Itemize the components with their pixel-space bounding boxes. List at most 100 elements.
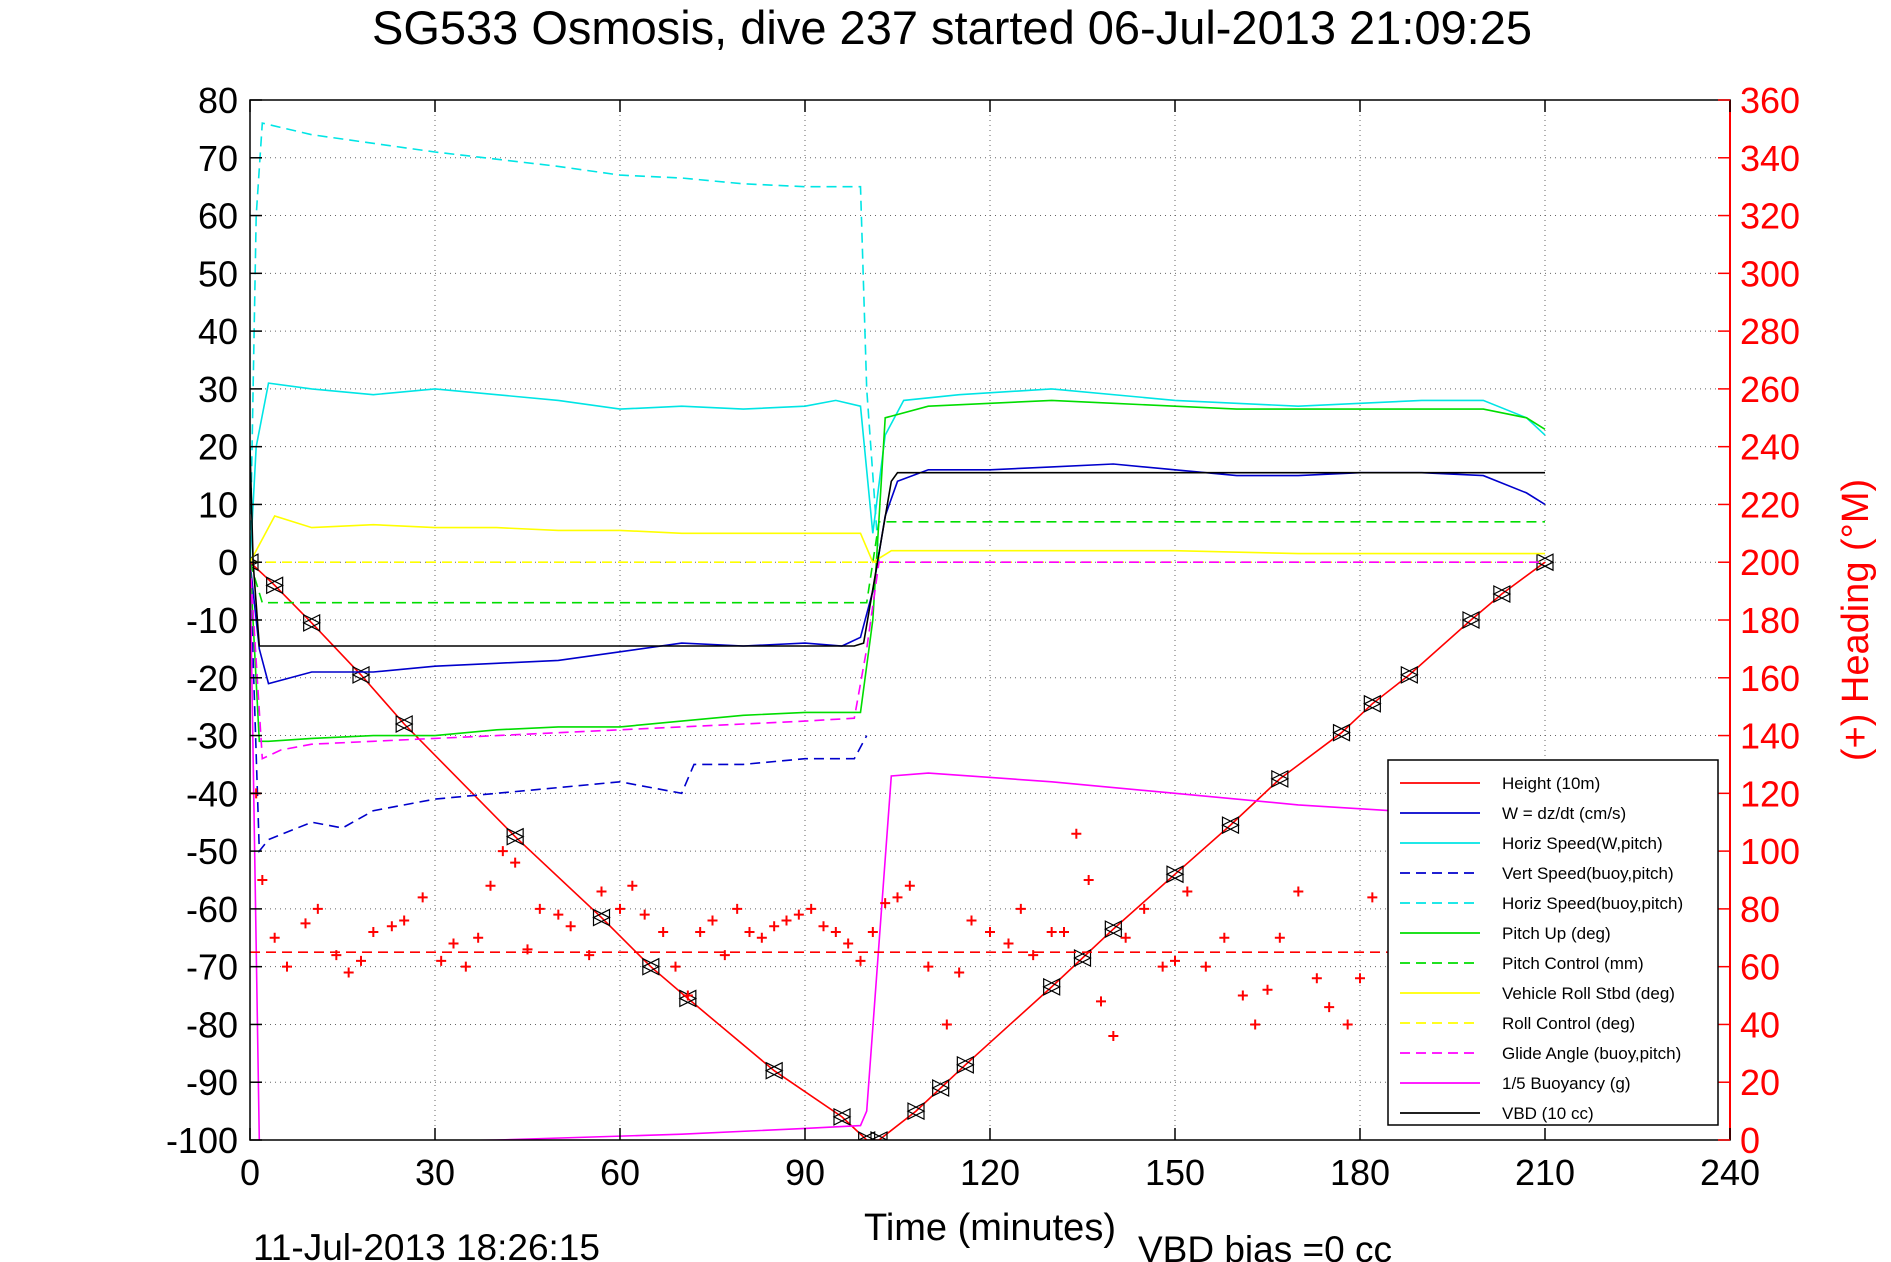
series-group — [250, 122, 1555, 1140]
heading-point — [448, 938, 459, 949]
heading-point — [892, 892, 903, 903]
height-marker — [302, 613, 322, 632]
height-marker — [1165, 865, 1185, 884]
heading-point — [596, 886, 607, 897]
height-marker — [1461, 611, 1481, 629]
heading-point — [1108, 1031, 1119, 1041]
heading-point — [368, 927, 379, 937]
y-right-tick-label: 100 — [1740, 831, 1800, 872]
heading-point — [473, 932, 484, 943]
heading-point — [312, 903, 323, 914]
heading-point — [460, 961, 471, 972]
height-marker — [641, 957, 661, 976]
y-right-tick-label: 0 — [1740, 1120, 1760, 1161]
heading-point — [343, 967, 354, 978]
footer-date: 11-Jul-2013 18:26:15 — [253, 1227, 600, 1262]
y-right-tick-label: 140 — [1740, 716, 1800, 757]
legend-label: Height (10m) — [1502, 774, 1600, 793]
legend-label: Vehicle Roll Stbd (deg) — [1502, 984, 1675, 1003]
heading-point — [1120, 932, 1131, 943]
heading-point — [356, 955, 366, 966]
y-tick-label: -30 — [186, 716, 238, 757]
legend-label: Pitch Up (deg) — [1502, 924, 1611, 943]
heading-point — [1139, 903, 1150, 914]
heading-point — [658, 927, 669, 937]
x-tick-label: 150 — [1145, 1152, 1205, 1193]
y-tick-label: 50 — [198, 253, 238, 294]
height-marker — [764, 1061, 784, 1080]
heading-point — [417, 892, 428, 903]
heading-point — [880, 898, 891, 909]
y-tick-label: 80 — [198, 80, 238, 121]
heading-point — [497, 846, 508, 857]
y-tick-label: 10 — [198, 484, 238, 525]
right-axis-label: (+) Heading (°M) — [1835, 479, 1877, 761]
heading-point — [732, 903, 743, 914]
series-6-line — [250, 520, 1545, 604]
heading-point — [1311, 973, 1322, 984]
height-marker — [832, 1107, 852, 1126]
heading-point — [386, 921, 397, 932]
y-right-tick-label: 320 — [1740, 196, 1800, 237]
height-marker — [394, 715, 414, 733]
y-right-tick-label: 280 — [1740, 311, 1800, 352]
heading-point — [627, 880, 638, 891]
y-tick-label: -10 — [186, 600, 238, 641]
heading-point — [1182, 886, 1193, 897]
y-right-tick-label: 120 — [1740, 773, 1800, 814]
y-tick-label: -80 — [186, 1004, 238, 1045]
heading-point — [1170, 955, 1180, 966]
y-right-tick-label: 200 — [1740, 542, 1800, 583]
legend-label: Roll Control (deg) — [1502, 1014, 1635, 1033]
heading-point — [744, 927, 755, 937]
heading-point — [1096, 996, 1106, 1007]
height-marker — [1073, 949, 1092, 967]
y-axis-right: 0 20 40 60 80 100 120 140 160 180 200 220 240 260 280 3… — [1718, 80, 1800, 1161]
heading-point — [793, 909, 804, 920]
heading-point — [1342, 1019, 1353, 1030]
y-tick-label: -100 — [166, 1120, 238, 1161]
series-9-line — [250, 561, 1545, 760]
y-tick-label: 70 — [198, 138, 238, 179]
height-marker — [351, 665, 371, 684]
height-marker — [1270, 769, 1290, 788]
y-tick-label: 40 — [198, 311, 238, 352]
heading-point — [904, 880, 915, 891]
legend-label: 1/5 Buoyancy (g) — [1502, 1074, 1631, 1093]
y-right-tick-label: 240 — [1740, 427, 1800, 468]
heading-point — [399, 915, 410, 926]
heading-point — [830, 927, 841, 937]
x-tick-label: 180 — [1330, 1152, 1390, 1193]
height-marker — [505, 827, 525, 846]
y-right-tick-label: 340 — [1740, 138, 1800, 179]
heading-point — [756, 932, 767, 943]
heading-point — [1157, 961, 1168, 972]
height-marker — [1362, 694, 1382, 713]
heading-point — [1046, 927, 1057, 937]
heading-point — [300, 918, 311, 929]
x-tick-label: 0 — [240, 1152, 260, 1193]
heading-point — [436, 955, 447, 966]
heading-point — [1015, 903, 1026, 914]
height-marker — [931, 1079, 951, 1097]
heading-point — [843, 938, 854, 949]
heading-point — [1293, 886, 1304, 897]
heading-point — [855, 955, 866, 966]
series-11-line — [250, 446, 1545, 647]
y-right-tick-label: 180 — [1740, 600, 1800, 641]
height-marker — [869, 1131, 889, 1140]
plot-area — [249, 99, 1731, 1141]
heading-point — [682, 990, 693, 1001]
heading-point — [1355, 973, 1365, 984]
y-tick-label: -50 — [186, 831, 238, 872]
legend-label: Glide Angle (buoy,pitch) — [1502, 1044, 1681, 1063]
series-10-line — [250, 562, 1391, 1140]
height-marker — [265, 576, 285, 595]
x-tick-label: 240 — [1700, 1152, 1760, 1193]
legend-label: Horiz Speed(buoy,pitch) — [1502, 894, 1683, 913]
heading-point — [1219, 932, 1230, 943]
heading-point — [818, 921, 829, 932]
heading-point — [707, 915, 718, 926]
x-tick-label: 90 — [785, 1152, 825, 1193]
y-right-tick-label: 40 — [1740, 1004, 1780, 1045]
